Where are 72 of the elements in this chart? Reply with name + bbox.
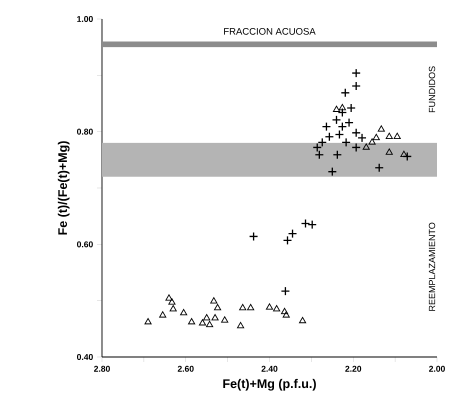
- point: [338, 108, 348, 118]
- point: [168, 298, 176, 305]
- band-label: FRACCION ACUOSA: [224, 28, 316, 35]
- point: [400, 150, 408, 158]
- point: [341, 138, 351, 148]
- point: [214, 304, 222, 310]
- point: [322, 122, 332, 132]
- point: [324, 132, 334, 142]
- point: [352, 142, 361, 152]
- annotation: REEMPLAZAMIENTO: [428, 222, 436, 311]
- point: [210, 297, 218, 304]
- point: [203, 314, 210, 320]
- x-tick-label: 2.80: [94, 366, 110, 372]
- point: [198, 319, 206, 326]
- point: [237, 322, 244, 328]
- x-tick-label: 2.20: [345, 366, 362, 372]
- point: [165, 294, 173, 301]
- point: [180, 309, 188, 316]
- x-axis-title: Fe(t)+Mg (p.f.u.): [223, 378, 316, 391]
- point: [368, 138, 376, 145]
- point: [340, 88, 350, 98]
- point: [211, 314, 219, 320]
- point: [372, 134, 380, 140]
- y-tick-label: 0.60: [77, 241, 93, 248]
- point: [332, 106, 340, 112]
- point: [378, 125, 385, 132]
- point: [338, 122, 348, 132]
- point: [239, 304, 246, 310]
- point: [300, 218, 310, 228]
- point: [318, 138, 327, 148]
- x-tick-label: 2.00: [429, 366, 445, 372]
- y-tick-label: 0.40: [77, 354, 93, 360]
- point: [159, 311, 166, 318]
- y-axis-title: Fe (t)/(Fe(t)+Mg): [58, 141, 70, 235]
- point: [266, 303, 274, 310]
- point: [247, 304, 254, 310]
- point: [338, 104, 346, 110]
- point: [273, 305, 280, 312]
- point: [280, 286, 290, 296]
- x-tick-label: 2.40: [262, 366, 278, 372]
- point: [352, 81, 361, 91]
- x-tick-label: 2.60: [178, 366, 194, 372]
- point: [334, 130, 344, 140]
- point: [299, 316, 306, 324]
- point: [170, 305, 177, 312]
- point: [332, 150, 342, 160]
- y-tick-label: 0.80: [77, 128, 93, 135]
- point: [281, 308, 288, 314]
- point: [248, 232, 258, 242]
- point: [144, 318, 152, 324]
- point: [362, 143, 370, 150]
- point: [346, 103, 356, 113]
- point: [386, 132, 393, 139]
- point: [314, 150, 324, 160]
- point: [282, 236, 292, 246]
- point: [332, 115, 342, 124]
- point: [308, 220, 317, 230]
- point: [386, 148, 393, 155]
- point: [328, 167, 337, 176]
- annotation: FUNDIDOS: [428, 66, 436, 112]
- point: [374, 163, 384, 172]
- point: [221, 316, 228, 323]
- y-tick-label: 1.00: [77, 16, 93, 22]
- point: [352, 68, 361, 78]
- point: [188, 318, 196, 324]
- point: [402, 152, 412, 162]
- point: [312, 142, 322, 152]
- point: [394, 132, 401, 139]
- point: [344, 118, 354, 128]
- point: [282, 311, 290, 318]
- point: [206, 320, 214, 328]
- point: [288, 228, 298, 238]
